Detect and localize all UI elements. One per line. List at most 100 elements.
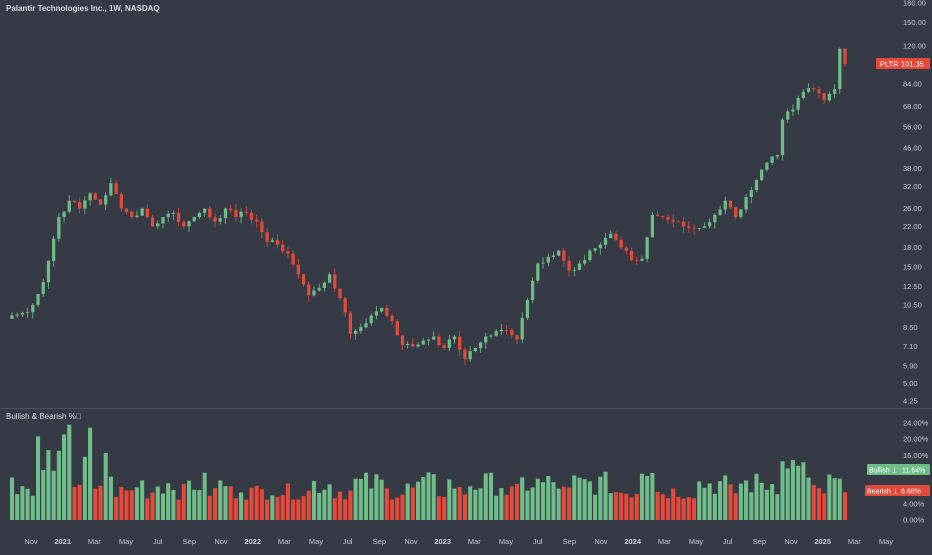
price-tick-label: 15.00 [903, 263, 922, 272]
bearish-bar [462, 494, 467, 520]
time-tick-label: Jul [153, 537, 163, 546]
candle-body [827, 93, 831, 101]
candle-body [765, 162, 769, 170]
candle-body [192, 217, 196, 222]
bearish-bar [280, 495, 285, 520]
price-tick-label: 8.50 [903, 323, 918, 332]
candle-body [609, 233, 613, 239]
bearish-bar [410, 487, 415, 520]
candle-body [239, 211, 243, 218]
candle-body [546, 256, 550, 263]
bearish-bar [514, 483, 520, 520]
candle-body [562, 250, 566, 261]
bearish-bar [213, 488, 218, 520]
candle-body [661, 216, 665, 218]
bullish-bar [452, 488, 457, 520]
bullish-bar [650, 472, 655, 520]
candle-body [447, 339, 451, 348]
candle-body [478, 342, 483, 348]
time-tick-label: 2021 [54, 537, 71, 546]
candle-body [203, 208, 207, 213]
bullish-bar [837, 478, 842, 520]
indicator-title: Bullish & Bearish %⃝ [6, 412, 82, 421]
time-axis: Nov 2021 Mar May Jul Sep Nov 2022 Mar May Jul Sep No… [24, 537, 893, 546]
price-tick-label: 180.00 [903, 0, 926, 8]
candle-body [244, 211, 248, 213]
candle-body [416, 344, 420, 347]
candle-body [640, 258, 644, 261]
bullish-bar [770, 484, 775, 520]
bullish-bar [67, 424, 72, 520]
bearish-bar [249, 487, 254, 520]
candle-body [406, 343, 410, 345]
candle-body [296, 264, 300, 275]
indicator-tick-label: 16.00% [903, 451, 929, 460]
bearish-bar [655, 491, 660, 520]
price-tick-label: 18.00 [903, 243, 922, 252]
bullish-bar [353, 478, 358, 520]
bearish-bar [98, 485, 103, 520]
candle-body [567, 260, 571, 271]
bullish-bar [327, 484, 332, 520]
bullish-bar [577, 477, 582, 520]
candle-body [307, 284, 311, 296]
candle-body [286, 251, 290, 254]
price-tick-label: 120.00 [903, 42, 926, 51]
bearish-bar [233, 498, 238, 520]
candle-body [218, 218, 222, 222]
candle-body [135, 215, 139, 218]
candle-body [124, 208, 129, 212]
candle-body [348, 312, 353, 334]
time-tick-label: 2025 [814, 537, 831, 546]
price-tick-label: 150.00 [903, 18, 926, 27]
price-badge-value: 101.35 [901, 60, 924, 69]
time-tick-label: Nov [404, 537, 418, 546]
bullish-bar [488, 472, 494, 520]
time-tick-label: Sep [373, 537, 386, 546]
candle-body [31, 304, 35, 313]
bullish-bar [186, 480, 192, 520]
candle-body [88, 193, 92, 201]
candle-body [551, 255, 556, 257]
bullish-badge-label: Bullish ⊥ [869, 468, 898, 475]
bullish-bar [374, 474, 379, 520]
candle-body [531, 280, 535, 300]
time-tick-label: Mar [848, 537, 861, 546]
time-tick-label: Mar [88, 537, 101, 546]
candle-body [41, 282, 45, 294]
candle-body [723, 200, 727, 210]
candle-body [421, 340, 425, 345]
candle-body [650, 214, 654, 238]
bullish-bar [712, 493, 717, 520]
bearish-bar [619, 492, 624, 520]
bearish-bar [348, 490, 353, 520]
price-tick-label: 46.00 [903, 143, 922, 152]
bullish-bar [551, 482, 556, 520]
time-tick-label: Nov [594, 537, 608, 546]
bullish-bar [723, 475, 728, 520]
time-tick-label: Nov [24, 537, 38, 546]
candle-body [452, 336, 457, 340]
candle-body [145, 208, 149, 218]
candle-body [229, 208, 233, 210]
time-tick-label: Jul [533, 537, 543, 546]
price-tick-label: 5.90 [903, 362, 918, 371]
candle-body [109, 183, 113, 196]
candle-body [432, 336, 436, 340]
time-tick-label: May [119, 537, 133, 546]
bearish-bar [400, 494, 405, 520]
price-tick-label: 26.00 [903, 204, 922, 213]
bullish-bar [499, 488, 504, 520]
candle-body [400, 335, 405, 345]
candle-body [697, 227, 701, 229]
candle-body [801, 91, 805, 98]
bullish-bar [749, 492, 754, 520]
candle-body [598, 244, 602, 249]
bearish-bar [384, 488, 389, 520]
bearish-bar [176, 499, 181, 520]
bearish-bar [291, 499, 296, 520]
candle-body [692, 227, 696, 229]
bearish-bar [390, 499, 395, 520]
bullish-bar [832, 478, 837, 520]
